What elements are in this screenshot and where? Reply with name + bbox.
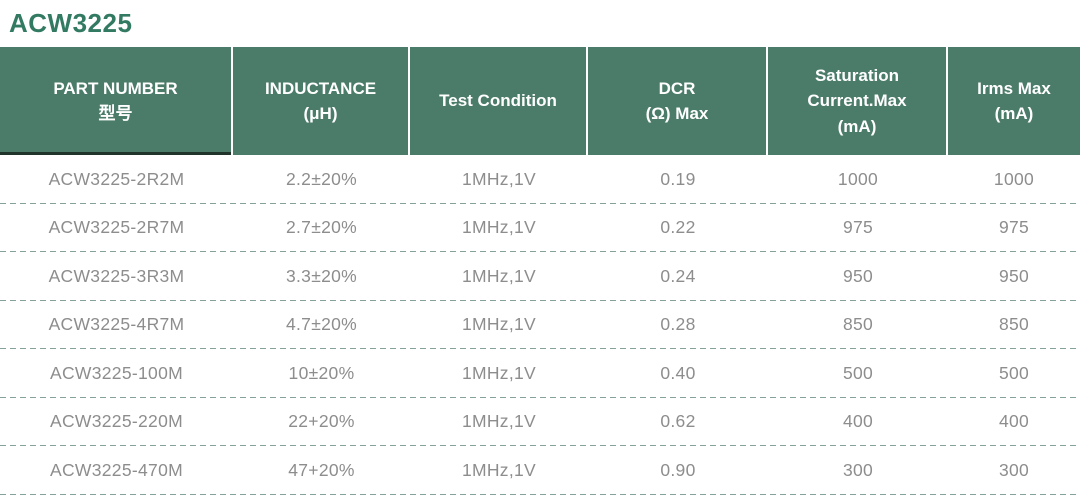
table-header-row: PART NUMBER 型号 INDUCTANCE (μH) Test Cond… <box>0 47 1080 155</box>
table-cell-inductance: 2.7±20% <box>285 217 358 238</box>
table-body: ACW3225-2R2M 2.2±20% 1MHz,1V 0.19 1000 1000 AC… <box>0 155 1080 495</box>
table-cell-dcr: 0.62 <box>660 411 696 432</box>
table-cell-inductance: 2.2±20% <box>285 168 358 189</box>
table-cell-dcr: 0.40 <box>660 362 696 383</box>
table-cell-saturation-current: 300 <box>842 459 874 480</box>
column-header-irms-max: Irms Max (mA) <box>948 47 1080 155</box>
table-cell-test-condition: 1MHz,1V <box>461 411 537 432</box>
page-title: ACW3225 <box>9 8 133 38</box>
table-cell-part-number: ACW3225-2R2M <box>48 168 185 189</box>
table-cell-saturation-current: 500 <box>842 362 874 383</box>
table-cell-irms-max: 500 <box>998 362 1030 383</box>
table-row: ACW3225-4R7M 4.7±20% 1MHz,1V 0.28 850 850 <box>0 301 1080 350</box>
table-cell-part-number: ACW3225-470M <box>50 459 183 480</box>
table-cell-test-condition: 1MHz,1V <box>461 265 537 286</box>
table-cell-part-number: ACW3225-100M <box>50 362 183 383</box>
table-row: ACW3225-100M 10±20% 1MHz,1V 0.40 500 500 <box>0 349 1080 398</box>
table-cell-test-condition: 1MHz,1V <box>461 168 537 189</box>
table-cell-saturation-current: 975 <box>842 217 874 238</box>
table-cell-part-number: ACW3225-220M <box>50 411 183 432</box>
table-cell-test-condition: 1MHz,1V <box>461 217 537 238</box>
table-cell-inductance: 3.3±20% <box>285 265 358 286</box>
table-row: ACW3225-2R7M 2.7±20% 1MHz,1V 0.22 975 975 <box>0 204 1080 253</box>
table-row: ACW3225-3R3M 3.3±20% 1MHz,1V 0.24 950 950 <box>0 252 1080 301</box>
table-cell-part-number: ACW3225-2R7M <box>48 217 185 238</box>
table-cell-dcr: 0.19 <box>660 168 696 189</box>
table-cell-irms-max: 850 <box>998 314 1030 335</box>
column-header-dcr: DCR (Ω) Max <box>588 47 768 155</box>
table-cell-test-condition: 1MHz,1V <box>461 459 537 480</box>
column-header-inductance: INDUCTANCE (μH) <box>233 47 410 155</box>
table-cell-irms-max: 1000 <box>993 168 1035 189</box>
table-cell-part-number: ACW3225-3R3M <box>48 265 185 286</box>
table-cell-irms-max: 300 <box>998 459 1030 480</box>
table-row: ACW3225-2R2M 2.2±20% 1MHz,1V 0.19 1000 1000 <box>0 155 1080 204</box>
table-cell-irms-max: 975 <box>998 217 1030 238</box>
table-cell-dcr: 0.90 <box>660 459 696 480</box>
table-cell-inductance: 22+20% <box>288 411 355 432</box>
table-cell-dcr: 0.28 <box>660 314 696 335</box>
spec-table: PART NUMBER 型号 INDUCTANCE (μH) Test Cond… <box>0 47 1080 495</box>
table-cell-saturation-current: 950 <box>842 265 874 286</box>
table-cell-saturation-current: 400 <box>842 411 874 432</box>
table-cell-part-number: ACW3225-4R7M <box>48 314 185 335</box>
table-cell-irms-max: 400 <box>998 411 1030 432</box>
table-cell-inductance: 47+20% <box>288 459 355 480</box>
table-row: ACW3225-220M 22+20% 1MHz,1V 0.62 400 400 <box>0 398 1080 447</box>
table-row: ACW3225-470M 47+20% 1MHz,1V 0.90 300 300 <box>0 446 1080 495</box>
table-cell-irms-max: 950 <box>998 265 1030 286</box>
table-cell-inductance: 10±20% <box>288 362 355 383</box>
table-cell-test-condition: 1MHz,1V <box>461 314 537 335</box>
table-cell-saturation-current: 850 <box>842 314 874 335</box>
column-header-saturation-current: Saturation Current.Max (mA) <box>768 47 948 155</box>
column-header-test-condition: Test Condition <box>410 47 588 155</box>
table-cell-dcr: 0.22 <box>660 217 696 238</box>
table-cell-inductance: 4.7±20% <box>285 314 358 335</box>
table-cell-test-condition: 1MHz,1V <box>461 362 537 383</box>
table-cell-saturation-current: 1000 <box>837 168 879 189</box>
column-header-part-number: PART NUMBER 型号 <box>0 47 233 155</box>
table-cell-dcr: 0.24 <box>660 265 696 286</box>
